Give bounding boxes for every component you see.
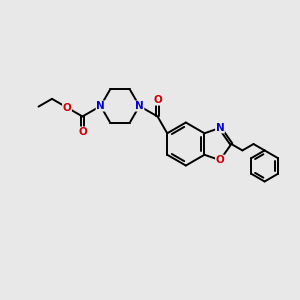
Text: N: N (216, 123, 224, 133)
Text: N: N (96, 101, 105, 111)
Text: O: O (153, 95, 162, 105)
Text: N: N (135, 101, 144, 111)
Text: O: O (63, 103, 71, 112)
Text: O: O (216, 155, 224, 165)
Text: O: O (78, 127, 87, 137)
